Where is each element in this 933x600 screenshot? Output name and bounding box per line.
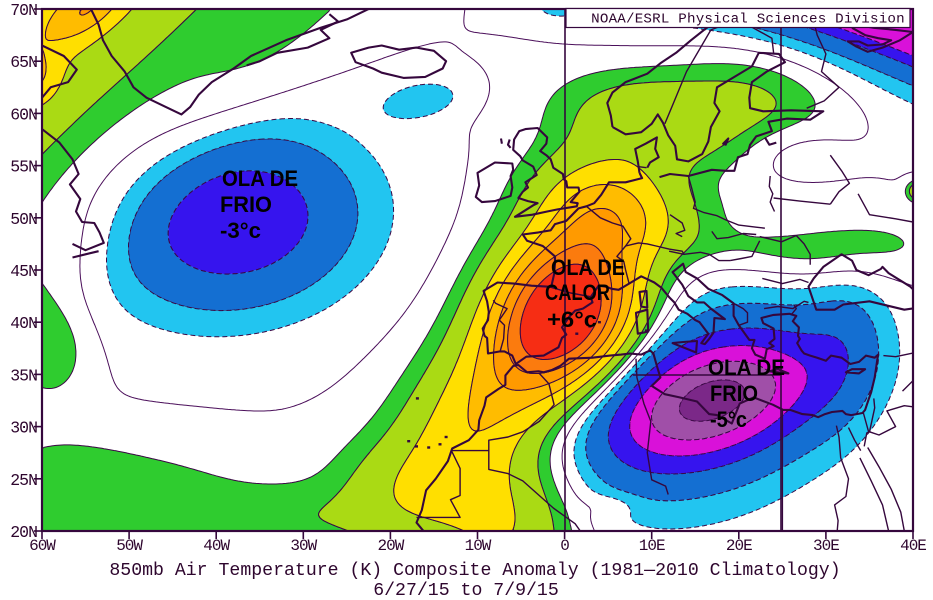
svg-text:30W: 30W [290,537,317,555]
svg-text:50N: 50N [10,210,37,229]
svg-text:30E: 30E [813,537,839,555]
svg-text:10E: 10E [639,537,665,555]
svg-text:10W: 10W [465,537,492,555]
svg-text:OLA DE: OLA DE [708,355,785,380]
svg-text:6/27/15 to 7/9/15: 6/27/15 to 7/9/15 [373,581,559,600]
svg-text:60W: 60W [29,537,56,555]
svg-text:25N: 25N [10,471,37,490]
svg-text:850mb Air Temperature (K) Comp: 850mb Air Temperature (K) Composite Anom… [109,561,840,581]
svg-text:65N: 65N [10,53,37,72]
svg-text:0: 0 [560,537,569,555]
svg-text:30N: 30N [10,419,37,438]
svg-text:OLA DE: OLA DE [222,166,298,191]
svg-text:-3°c: -3°c [220,218,261,243]
svg-text:FRIO: FRIO [220,192,272,217]
svg-text:55N: 55N [10,158,37,177]
svg-text:40E: 40E [900,537,926,555]
svg-text:20N: 20N [10,523,37,542]
svg-text:35N: 35N [10,366,37,385]
svg-text:20W: 20W [377,537,404,555]
svg-text:60N: 60N [10,105,37,124]
svg-text:40W: 40W [203,537,230,555]
svg-text:-5°c: -5°c [710,407,747,432]
svg-text:20E: 20E [726,537,752,555]
svg-text:45N: 45N [10,262,37,281]
svg-text:FRIO: FRIO [710,381,758,406]
svg-text:50W: 50W [116,537,143,555]
svg-text:70N: 70N [10,1,37,20]
svg-text:NOAA/ESRL Physical Sciences Di: NOAA/ESRL Physical Sciences Division [591,12,905,28]
svg-text:40N: 40N [10,314,37,333]
svg-text:CALOR: CALOR [545,280,610,305]
svg-text:OLA DE: OLA DE [551,255,625,280]
svg-text:+6°c: +6°c [547,307,597,332]
